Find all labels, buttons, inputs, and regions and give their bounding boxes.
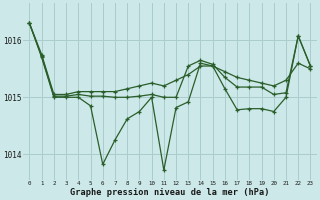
X-axis label: Graphe pression niveau de la mer (hPa): Graphe pression niveau de la mer (hPa) — [70, 188, 270, 197]
